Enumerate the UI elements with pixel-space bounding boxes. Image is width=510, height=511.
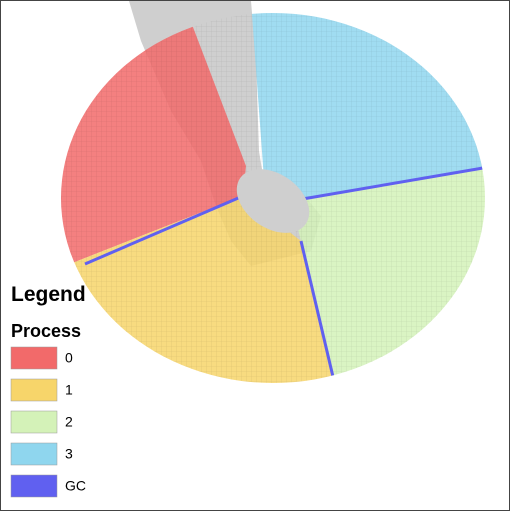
hole [236, 169, 310, 233]
gc-line [299, 240, 336, 382]
ghost-cells [84, 166, 484, 382]
legend-swatch [10, 474, 58, 498]
legend-label: 0 [65, 350, 73, 366]
legend-swatch [10, 346, 58, 370]
legend-label: 1 [65, 382, 73, 398]
legend-label: 2 [65, 414, 73, 430]
legend: 0 1 2 3 GC [10, 346, 86, 498]
legend-swatch [10, 378, 58, 402]
legend-swatch [10, 410, 58, 434]
legend-swatch [10, 442, 58, 466]
legend-title: Legend [11, 283, 86, 306]
legend-label: GC [65, 478, 86, 494]
gc-line [84, 194, 244, 266]
legend-label: 3 [65, 446, 73, 462]
gc-line [290, 166, 484, 203]
legend-subtitle: Process [11, 321, 81, 341]
